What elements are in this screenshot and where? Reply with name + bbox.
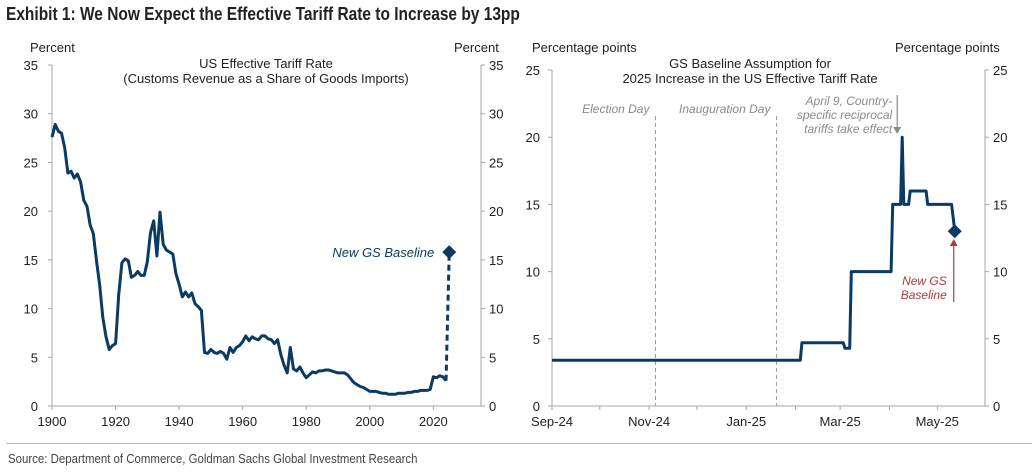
event-label: Inauguration Day [679, 102, 771, 116]
left-y-tick-label-right: 35 [489, 58, 503, 73]
left-x-tick-label: 2000 [355, 414, 384, 429]
right-y-tick-label: 25 [526, 63, 540, 78]
right-y-tick-label: 15 [526, 197, 540, 212]
left-baseline-annotation: New GS Baseline [332, 245, 434, 260]
right-x-tick-label: Jan-25 [726, 414, 766, 429]
reciprocal-tariff-annotation: specific reciprocal [797, 108, 893, 122]
left-x-tick-label: 1960 [228, 414, 257, 429]
baseline-diamond-marker [947, 224, 962, 239]
right-y-label-left: Percentage points [532, 40, 637, 55]
left-y-tick-label: 5 [31, 350, 38, 365]
left-y-tick-label-right: 10 [489, 302, 503, 317]
right-x-tick-label: Sep-24 [531, 414, 573, 429]
left-y-label-left: Percent [30, 40, 75, 55]
left-y-tick-label: 35 [24, 58, 38, 73]
left-y-tick-label: 25 [24, 155, 38, 170]
baseline-assumption-line [552, 135, 957, 362]
left-x-tick-label: 2020 [419, 414, 448, 429]
left-y-tick-label: 30 [24, 107, 38, 122]
reciprocal-tariff-annotation: April 9, Country- [805, 94, 893, 108]
right-x-tick-label: Mar-25 [820, 414, 861, 429]
event-label: Election Day [582, 102, 650, 116]
right-chart-title: GS Baseline Assumption for [669, 56, 832, 71]
right-y-tick-label-right: 5 [993, 332, 1000, 347]
right-y-label-right: Percentage points [895, 40, 1000, 55]
right-y-tick-label: 0 [533, 399, 540, 414]
right-y-tick-label-right: 0 [993, 399, 1000, 414]
left-y-tick-label: 20 [24, 204, 38, 219]
left-x-tick-label: 1940 [165, 414, 194, 429]
left-y-tick-label-right: 30 [489, 107, 503, 122]
right-y-tick-label: 10 [526, 265, 540, 280]
tariff-rate-line [50, 122, 448, 396]
right-y-tick-label: 5 [533, 332, 540, 347]
right-y-tick-label-right: 20 [993, 130, 1007, 145]
left-x-tick-label: 1920 [101, 414, 130, 429]
left-x-tick-label: 1980 [292, 414, 321, 429]
right-y-tick-label-right: 15 [993, 197, 1007, 212]
left-y-tick-label: 10 [24, 302, 38, 317]
baseline-projection-dashed-line [444, 252, 451, 381]
right-y-tick-label-right: 10 [993, 265, 1007, 280]
left-chart-title: US Effective Tariff Rate [199, 56, 333, 71]
left-y-tick-label-right: 0 [489, 399, 496, 414]
chart-left-tariff-rate: US Effective Tariff Rate (Customs Revenu… [24, 40, 504, 429]
annotation-arrow-up-head [949, 239, 958, 246]
new-baseline-annotation: Baseline [901, 288, 947, 302]
source-note: Source: Department of Commerce, Goldman … [8, 451, 418, 466]
right-y-tick-label-right: 25 [993, 63, 1007, 78]
left-y-tick-label: 15 [24, 253, 38, 268]
left-y-tick-label: 0 [31, 399, 38, 414]
left-y-label-right: Percent [454, 40, 499, 55]
footer-divider [6, 443, 1032, 444]
right-x-tick-label: May-25 [916, 414, 959, 429]
right-chart-subtitle: 2025 Increase in the US Effective Tariff… [622, 71, 877, 86]
left-chart-subtitle: (Customs Revenue as a Share of Goods Imp… [123, 71, 408, 86]
exhibit-title: Exhibit 1: We Now Expect the Effective T… [6, 4, 520, 24]
baseline-diamond-marker [442, 245, 457, 260]
right-y-tick-label: 20 [526, 130, 540, 145]
right-x-tick-label: Nov-24 [628, 414, 670, 429]
new-baseline-annotation: New GS [902, 274, 947, 288]
left-y-tick-label-right: 25 [489, 155, 503, 170]
annotation-arrow-down-head [893, 127, 902, 134]
left-y-tick-label-right: 20 [489, 204, 503, 219]
left-y-tick-label-right: 15 [489, 253, 503, 268]
left-y-tick-label-right: 5 [489, 350, 496, 365]
left-x-tick-label: 1900 [38, 414, 67, 429]
reciprocal-tariff-annotation: tariffs take effect [804, 122, 893, 136]
